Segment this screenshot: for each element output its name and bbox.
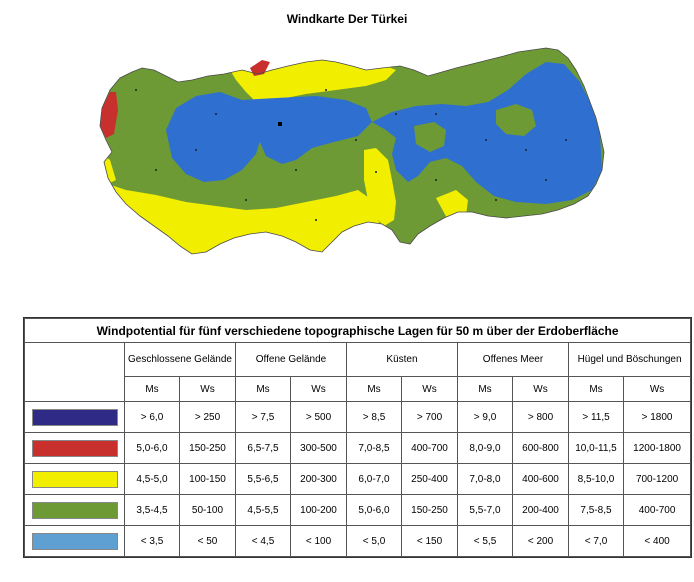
country-outline	[99, 47, 605, 255]
table-cell: > 7,5	[235, 401, 291, 433]
table-cell: 10,0-11,5	[568, 432, 624, 464]
sub-header: Ms	[457, 376, 513, 402]
table-cell: 400-600	[512, 463, 569, 495]
table-cell: > 6,0	[124, 401, 180, 433]
legend-color-cell	[24, 525, 125, 557]
table-cell: 5,0-6,0	[346, 494, 402, 526]
table-cell: 7,5-8,5	[568, 494, 624, 526]
table-cell: 5,0-6,0	[124, 432, 180, 464]
table-cell: > 1800	[622, 401, 692, 433]
sub-header-row: Ms Ws Ms Ws Ms Ws Ms Ws Ms Ws	[25, 376, 692, 402]
table-row: 4,5-5,0 100-150 5,5-6,5 200-300 6,0-7,0 250-4…	[24, 463, 692, 495]
table-cell: 4,5-5,5	[235, 494, 291, 526]
table-cell: 50-100	[179, 494, 236, 526]
table-cell: 600-800	[512, 432, 569, 464]
table-cell: 5,5-7,0	[457, 494, 513, 526]
sub-header: Ws	[401, 376, 458, 402]
table-cell: < 3,5	[124, 525, 180, 557]
map-title: Windkarte Der Türkei	[286, 12, 408, 26]
table-cell: > 500	[290, 401, 347, 433]
sub-header: Ws	[290, 376, 347, 402]
table-row: > 6,0 > 250 > 7,5 > 500 > 8,5 > 700 > 9,0 > 800…	[24, 401, 692, 433]
table-cell: < 5,0	[346, 525, 402, 557]
table-cell: 8,5-10,0	[568, 463, 624, 495]
table-cell: > 11,5	[568, 401, 624, 433]
legend-color-cell	[24, 494, 125, 526]
legend-color-swatch	[31, 501, 118, 519]
table-cell: 6,0-7,0	[346, 463, 402, 495]
legend-header-empty	[24, 342, 125, 402]
table-cell: 100-150	[179, 463, 236, 495]
city-dots	[135, 89, 567, 221]
group-header: Hügel und Böschungen	[567, 342, 692, 377]
sub-header: Ws	[622, 376, 692, 402]
table-cell: 400-700	[622, 494, 692, 526]
legend-color-swatch	[31, 439, 118, 457]
table-cell: < 5,5	[457, 525, 513, 557]
table-cell: > 250	[179, 401, 236, 433]
table-cell: 6,5-7,5	[235, 432, 291, 464]
legend-color-cell	[24, 401, 125, 433]
map-svg	[99, 47, 605, 255]
group-header: Küsten	[346, 342, 458, 377]
legend-color-swatch	[31, 408, 118, 426]
table-cell: 7,0-8,0	[457, 463, 513, 495]
zone-blue-west	[166, 92, 262, 182]
table-cell: 200-400	[512, 494, 569, 526]
table-cell: 150-250	[179, 432, 236, 464]
table-cell: < 100	[290, 525, 347, 557]
zone-blue-east	[372, 62, 602, 204]
sub-header: Ms	[124, 376, 180, 402]
table-row: 5,0-6,0 150-250 6,5-7,5 300-500 7,0-8,5 400-7…	[24, 432, 692, 464]
legend-color-swatch	[31, 532, 118, 550]
legend-color-swatch	[31, 470, 118, 488]
table-cell: 300-500	[290, 432, 347, 464]
table-caption: Windpotential für fünf verschiedene topo…	[23, 318, 692, 343]
table-cell: 7,0-8,5	[346, 432, 402, 464]
capital-marker	[278, 122, 282, 126]
table-cell: < 4,5	[235, 525, 291, 557]
table-cell: > 8,5	[346, 401, 402, 433]
table-cell: 700-1200	[622, 463, 692, 495]
zone-yellow-central	[364, 148, 396, 226]
sub-header: Ms	[235, 376, 291, 402]
table-cell: > 9,0	[457, 401, 513, 433]
table-cell: > 700	[401, 401, 458, 433]
table-cell: < 400	[622, 525, 692, 557]
zone-blue-central	[242, 96, 372, 164]
table-cell: 3,5-4,5	[124, 494, 180, 526]
table-cell: 150-250	[401, 494, 458, 526]
group-header: Offene Gelände	[235, 342, 347, 377]
wind-potential-table: Windpotential für fünf verschiedene topo…	[22, 317, 693, 558]
table-cell: 100-200	[290, 494, 347, 526]
table-row: < 3,5 < 50 < 4,5 < 100 < 5,0 < 150 < 5,5 < 200 <…	[24, 525, 692, 557]
table-cell: 250-400	[401, 463, 458, 495]
table-cell: 4,5-5,0	[124, 463, 180, 495]
sub-header: Ms	[346, 376, 402, 402]
legend-color-cell	[24, 463, 125, 495]
table-cell: 8,0-9,0	[457, 432, 513, 464]
sub-header: Ws	[512, 376, 569, 402]
table-row: 3,5-4,5 50-100 4,5-5,5 100-200 5,0-6,0 150-25…	[24, 494, 692, 526]
group-header: Geschlossene Gelände	[124, 342, 236, 377]
table-cell: < 200	[512, 525, 569, 557]
zone-green-east	[496, 104, 536, 136]
zone-red-west	[100, 92, 118, 138]
table-cell: < 50	[179, 525, 236, 557]
table-cell: < 7,0	[568, 525, 624, 557]
turkey-wind-map	[96, 30, 616, 275]
group-header: Offenes Meer	[457, 342, 569, 377]
table-cell: > 800	[512, 401, 569, 433]
table-cell: < 150	[401, 525, 458, 557]
sub-header: Ms	[568, 376, 624, 402]
table-body: > 6,0 > 250 > 7,5 > 500 > 8,5 > 700 > 9,0 > 800…	[24, 401, 692, 557]
table-cell: 1200-1800	[622, 432, 692, 464]
table-cell: 400-700	[401, 432, 458, 464]
zone-green-swirl	[414, 122, 446, 152]
table-cell: 5,5-6,5	[235, 463, 291, 495]
legend-color-cell	[24, 432, 125, 464]
sub-header: Ws	[179, 376, 236, 402]
table-cell: 200-300	[290, 463, 347, 495]
